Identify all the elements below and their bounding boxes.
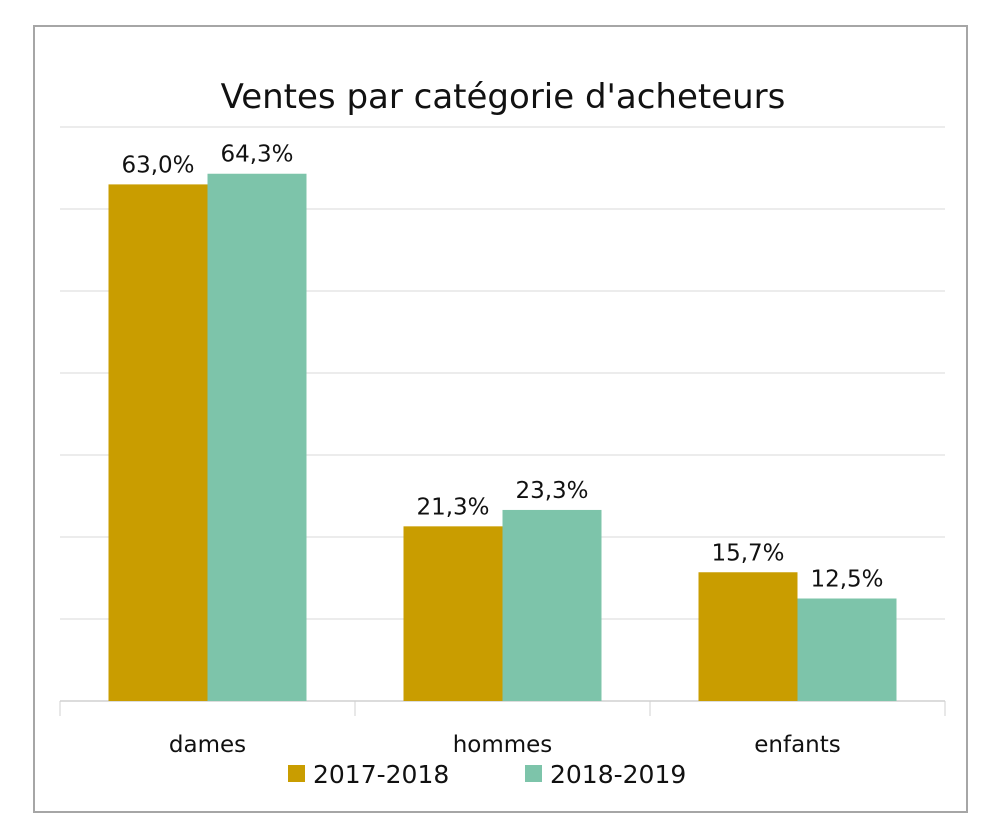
legend-swatch [288, 765, 305, 782]
category-label: enfants [754, 732, 841, 758]
data-label: 63,0% [121, 152, 194, 178]
bar-dames-2018-2019 [207, 173, 307, 702]
legend-swatch [525, 765, 542, 782]
category-label: dames [169, 732, 246, 758]
data-label: 12,5% [810, 567, 883, 593]
data-label: 23,3% [515, 478, 588, 504]
bar-enfants-2017-2018 [698, 572, 798, 701]
data-label: 21,3% [416, 494, 489, 520]
bar-enfants-2018-2019 [797, 598, 897, 701]
data-label: 64,3% [220, 142, 293, 168]
category-label: hommes [453, 732, 553, 758]
bar-hommes-2018-2019 [502, 509, 602, 701]
bar-hommes-2017-2018 [403, 526, 503, 701]
chart-frame [33, 25, 968, 813]
chart-title: Ventes par catégorie d'acheteurs [221, 77, 786, 117]
legend-label: 2017-2018 [313, 760, 449, 789]
data-label: 15,7% [711, 540, 784, 566]
bar-dames-2017-2018 [108, 184, 208, 701]
legend-label: 2018-2019 [550, 760, 686, 789]
